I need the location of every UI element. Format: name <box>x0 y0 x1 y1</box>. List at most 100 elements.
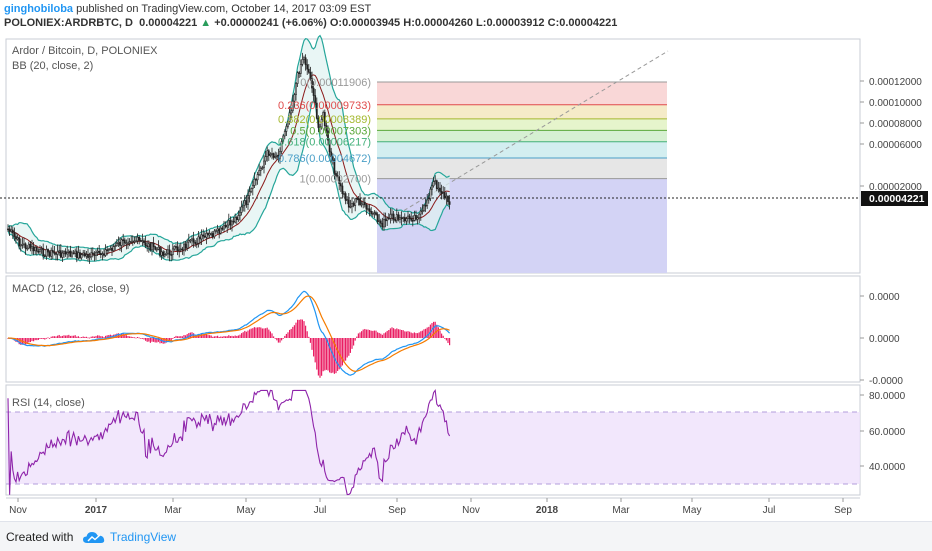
candle-body <box>431 185 433 190</box>
rsi-pane[interactable]: RSI (14, close) 80.0000 60.0000 40.0000 <box>5 384 906 496</box>
time-axis[interactable]: Nov 2017 Mar May Jul Sep Nov 2018 Mar May Jul Sep <box>6 497 860 516</box>
macd-hist-bar <box>201 334 203 338</box>
macd-hist-bar <box>138 337 140 339</box>
macd-hist-bar <box>169 338 171 341</box>
rsi-legend-title[interactable]: RSI (14, close) <box>12 397 85 409</box>
candle-body <box>223 225 225 230</box>
candle-body <box>59 250 62 258</box>
macd-pane[interactable]: MACD (12, 26, close, 9) 0.0000 0.0000 -0.0… <box>5 275 903 387</box>
macd-hist-bar <box>242 332 244 338</box>
low-value: 0.00003912 <box>486 17 545 29</box>
macd-hist-bar <box>28 338 30 343</box>
candle-body <box>266 150 269 157</box>
macd-hist-bar <box>255 327 257 338</box>
price-pane[interactable]: 0(0.00011906) 0.236(0.00009733) 0.382(0.00… <box>0 34 928 274</box>
fib-zone <box>377 157 667 179</box>
macd-hist-bar <box>103 336 105 338</box>
candle-body <box>171 248 174 255</box>
candle-body <box>405 218 408 222</box>
macd-hist-bar <box>209 335 211 338</box>
candle-body <box>402 217 405 219</box>
candle-body <box>31 246 33 249</box>
candle-body <box>32 246 35 252</box>
macd-hist-bar <box>68 334 70 338</box>
macd-hist-bar <box>106 335 108 338</box>
price-tick-label: 0.00010000 <box>869 98 922 109</box>
candle-body <box>426 199 429 206</box>
macd-hist-bar <box>445 338 447 341</box>
macd-legend-title[interactable]: MACD (12, 26, close, 9) <box>12 283 129 295</box>
macd-hist-bar <box>76 336 78 338</box>
macd-hist-bar <box>330 338 332 374</box>
macd-hist-bar <box>316 338 318 370</box>
candle-body <box>55 253 57 255</box>
high-value: 0.00004260 <box>414 17 473 29</box>
candle-body <box>202 234 205 237</box>
candle-body <box>133 240 136 243</box>
macd-hist-bar <box>53 336 55 338</box>
macd-hist-bar <box>391 327 393 338</box>
macd-hist-bar <box>426 327 428 338</box>
macd-hist-bar <box>95 335 97 338</box>
macd-axis[interactable]: 0.0000 0.0000 -0.0000 <box>860 292 903 387</box>
candle-body <box>111 247 113 251</box>
candle-body <box>53 251 56 254</box>
candle-body <box>311 77 313 89</box>
candle-body <box>87 254 89 258</box>
candle-body <box>394 219 397 222</box>
candle-body <box>323 112 326 127</box>
candle-body <box>381 222 384 228</box>
candle-body <box>383 219 385 228</box>
candle-body <box>39 249 41 252</box>
candle-body <box>210 233 213 235</box>
macd-hist-bar <box>97 335 99 338</box>
candle-body <box>291 100 294 112</box>
macd-hist-bar <box>263 328 265 338</box>
chart-area[interactable]: 0(0.00011906) 0.236(0.00009733) 0.382(0.00… <box>0 34 932 521</box>
candle-body <box>218 228 221 234</box>
macd-hist-bar <box>154 338 156 343</box>
macd-hist-bar <box>244 330 246 338</box>
macd-hist-bar <box>55 336 57 338</box>
rsi-axis[interactable]: 80.0000 60.0000 40.0000 <box>860 391 906 473</box>
macd-hist-bar <box>45 337 47 339</box>
bb-legend-title[interactable]: BB (20, close, 2) <box>12 60 93 72</box>
candle-body <box>77 252 80 259</box>
candle-body <box>191 238 193 241</box>
macd-hist-bar <box>276 338 278 341</box>
macd-hist-bar <box>388 329 390 338</box>
time-tick-label: Jul <box>314 505 327 516</box>
author-link[interactable]: ginghobiloba <box>4 3 74 15</box>
candle-body <box>93 253 96 256</box>
macd-hist-bar <box>396 328 398 338</box>
candle-body <box>346 199 349 201</box>
macd-hist-bar <box>63 335 65 338</box>
candle-body <box>362 201 365 205</box>
candle-body <box>429 188 432 200</box>
candle-body <box>341 185 344 195</box>
tradingview-brand[interactable]: TradingView <box>110 530 177 544</box>
tradingview-cloud-icon[interactable] <box>82 529 106 545</box>
macd-hist-bar <box>313 338 315 357</box>
candle-body <box>437 187 440 190</box>
macd-hist-bar <box>340 338 342 367</box>
candle-body <box>367 208 369 211</box>
macd-hist-bar <box>127 336 129 338</box>
macd-hist-bar <box>100 336 102 338</box>
price-legend-title[interactable]: Ardor / Bitcoin, D, POLONIEX <box>12 45 158 57</box>
macd-hist-bar <box>365 329 367 338</box>
candle-body <box>282 135 285 142</box>
price-axis[interactable]: 0.00012000 0.00010000 0.00008000 0.00006000… <box>860 77 922 193</box>
candle-body <box>363 201 366 206</box>
fib-zone <box>377 81 667 105</box>
macd-hist-bar <box>82 336 84 338</box>
candle-body <box>173 246 176 250</box>
macd-hist-bar <box>345 338 347 361</box>
candle-body <box>258 170 261 175</box>
candle-body <box>229 220 232 226</box>
macd-hist-bar <box>343 338 345 363</box>
candle-body <box>219 227 222 234</box>
macd-tick-label: 0.0000 <box>869 334 900 345</box>
macd-hist-bar <box>29 338 31 343</box>
macd-hist-bar <box>202 334 204 338</box>
